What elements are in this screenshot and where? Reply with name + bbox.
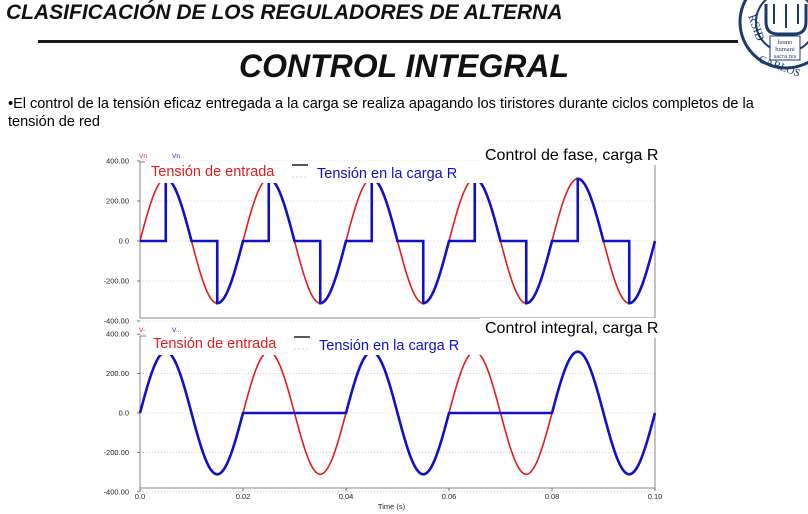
y-tick-label: 200.00 (106, 197, 129, 206)
legend-input-label: Tensión de entrada (153, 336, 277, 352)
header-divider (38, 40, 738, 43)
legend-input-label: Tensión de entrada (151, 164, 275, 180)
chart-title-background (480, 318, 680, 338)
x-axis-label: Time (s) (378, 502, 406, 511)
chart-title: Control de fase, carga R (485, 147, 658, 164)
x-tick-label: 0.02 (236, 492, 251, 501)
legend-load-label: Tensión en la carga R (317, 166, 457, 182)
x-tick-label: 0.04 (339, 492, 354, 501)
y-tick-label: -400.00 (104, 487, 129, 496)
slide-title: CONTROL INTEGRAL (238, 48, 570, 84)
header-title: CLASIFICACIÓN DE LOS REGULADORES DE ALTE… (6, 1, 563, 24)
bullet-text: •El control de la tensión eficaz entrega… (8, 96, 754, 130)
chart-title: Control integral, carga R (485, 320, 658, 337)
y-tick-label: -200.00 (104, 448, 129, 457)
y-tick-label: 400.00 (106, 330, 129, 339)
legend-background (146, 333, 486, 355)
legend-load-label: Tensión en la carga R (319, 338, 459, 354)
y-tick-label: -200.00 (104, 277, 129, 286)
university-logo: RSID CARLOS homo humani sacra res (736, 0, 808, 78)
y-tick-label: 0.0 (119, 409, 129, 418)
svg-text:humani: humani (775, 46, 795, 53)
chart-title-background (480, 145, 680, 165)
load-voltage-curve (138, 350, 657, 476)
x-tick-label: 0.08 (545, 492, 560, 501)
y-tick-label: 400.00 (106, 157, 129, 166)
y-tick-label: 0.0 (119, 237, 129, 246)
load-voltage-curve (140, 177, 657, 305)
x-tick-label: 0.06 (442, 492, 457, 501)
x-tick-label: 0.10 (648, 492, 663, 501)
svg-text:homo: homo (778, 39, 793, 46)
y-tick-label: 200.00 (106, 369, 129, 378)
y-tick-label: -400.00 (104, 317, 129, 326)
tiny-legend-input: Vn (139, 153, 147, 160)
svg-text:sacra res: sacra res (774, 53, 797, 60)
tiny-legend-load: V... (172, 327, 181, 334)
tiny-legend-input: V- (139, 327, 145, 334)
x-tick-label: 0.0 (135, 492, 145, 501)
legend-background (145, 161, 485, 183)
tiny-legend-load: Vn (172, 153, 180, 160)
